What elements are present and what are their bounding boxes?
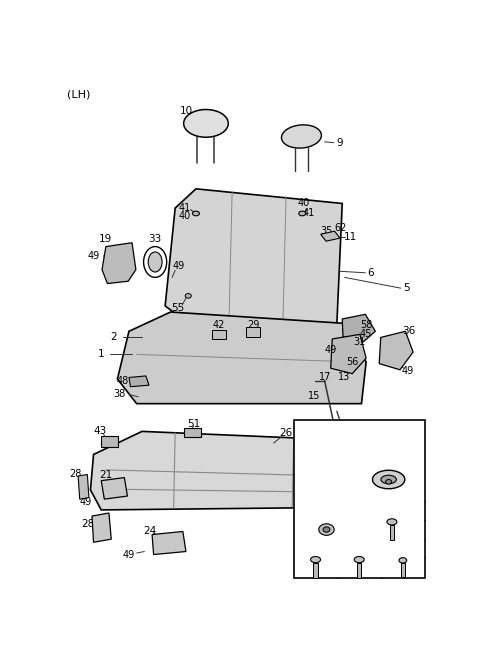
Text: 49: 49 (123, 550, 135, 560)
Polygon shape (129, 376, 149, 387)
Text: 2: 2 (110, 332, 117, 342)
Text: 54: 54 (352, 541, 366, 550)
Ellipse shape (311, 556, 321, 563)
Polygon shape (101, 478, 127, 499)
Text: 10: 10 (180, 106, 193, 116)
Ellipse shape (381, 475, 396, 483)
Text: 28: 28 (81, 519, 94, 529)
Text: 49: 49 (87, 251, 100, 261)
Ellipse shape (399, 558, 407, 563)
Text: 49: 49 (324, 345, 337, 355)
Polygon shape (118, 312, 366, 403)
Text: 30: 30 (338, 436, 351, 445)
Text: 25: 25 (360, 489, 373, 499)
Text: 1: 1 (98, 348, 105, 359)
Bar (401, 564, 405, 577)
Ellipse shape (185, 293, 192, 298)
Text: 38: 38 (114, 390, 126, 400)
Text: (LH): (LH) (67, 89, 91, 100)
Polygon shape (321, 231, 340, 241)
Polygon shape (331, 335, 366, 374)
Bar (294, 420, 425, 578)
Text: 15: 15 (308, 391, 320, 401)
Bar (357, 563, 361, 578)
Text: 33: 33 (148, 234, 162, 244)
Text: 35: 35 (321, 226, 333, 236)
Text: 49: 49 (172, 261, 184, 271)
Bar (246, 327, 260, 337)
Bar (390, 525, 394, 541)
Polygon shape (379, 331, 413, 370)
Ellipse shape (184, 110, 228, 137)
Text: 40: 40 (178, 211, 191, 221)
Text: 49: 49 (402, 366, 414, 377)
Polygon shape (92, 513, 111, 543)
Ellipse shape (319, 523, 334, 535)
Text: 28: 28 (69, 469, 81, 479)
Text: 56: 56 (346, 357, 359, 367)
Bar (212, 330, 226, 339)
Text: 24: 24 (143, 525, 156, 536)
Text: 52: 52 (385, 502, 399, 512)
Ellipse shape (323, 527, 330, 532)
Polygon shape (342, 314, 375, 342)
Text: 21: 21 (99, 470, 112, 480)
Text: 29: 29 (248, 320, 260, 330)
Ellipse shape (148, 252, 162, 272)
Polygon shape (152, 531, 186, 554)
Text: 17: 17 (319, 372, 332, 382)
Text: 53: 53 (309, 541, 323, 550)
Ellipse shape (387, 519, 397, 525)
Text: 58: 58 (360, 320, 372, 330)
Text: 41: 41 (178, 203, 191, 213)
Text: 36: 36 (403, 326, 416, 337)
Text: 5: 5 (403, 283, 409, 293)
Polygon shape (90, 432, 402, 510)
Text: 49: 49 (80, 497, 92, 507)
Text: 62: 62 (335, 223, 347, 233)
Text: 19: 19 (99, 234, 112, 244)
Text: 41: 41 (303, 209, 315, 218)
Polygon shape (78, 474, 89, 499)
Text: 43: 43 (93, 426, 107, 436)
Ellipse shape (192, 211, 199, 216)
Text: 13: 13 (338, 373, 351, 382)
Polygon shape (165, 189, 342, 323)
Text: 26: 26 (279, 428, 293, 438)
Bar (101, 436, 118, 447)
Polygon shape (360, 492, 391, 508)
Text: 42: 42 (213, 320, 225, 330)
Text: 45: 45 (360, 329, 372, 339)
Text: 55: 55 (172, 303, 185, 313)
Ellipse shape (354, 556, 364, 563)
Text: 11: 11 (343, 232, 357, 241)
Text: 9: 9 (336, 138, 343, 148)
Ellipse shape (372, 470, 405, 489)
Text: 40: 40 (298, 199, 310, 209)
Ellipse shape (281, 125, 322, 148)
Ellipse shape (385, 480, 392, 484)
Ellipse shape (299, 211, 306, 216)
Text: 48: 48 (117, 375, 129, 386)
Text: 60: 60 (382, 421, 396, 431)
Text: 57: 57 (396, 541, 410, 550)
Text: 6: 6 (367, 268, 374, 277)
Bar (313, 563, 318, 578)
Text: 51: 51 (187, 419, 200, 428)
Polygon shape (102, 243, 136, 283)
Text: 50: 50 (320, 502, 334, 512)
Text: 31: 31 (353, 337, 365, 347)
Bar (184, 428, 201, 437)
